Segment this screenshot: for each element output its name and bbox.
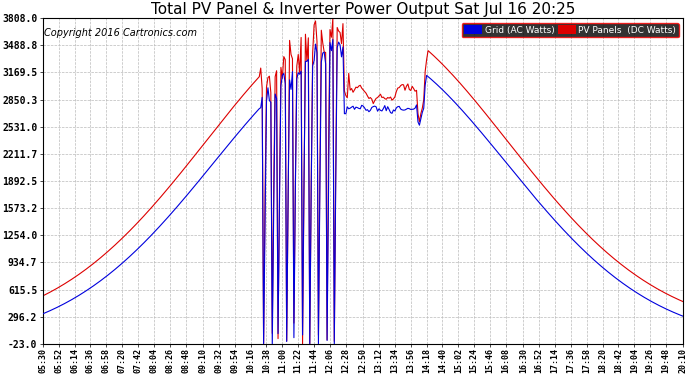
Text: Copyright 2016 Cartronics.com: Copyright 2016 Cartronics.com [44, 28, 197, 38]
Title: Total PV Panel & Inverter Power Output Sat Jul 16 20:25: Total PV Panel & Inverter Power Output S… [151, 2, 575, 17]
Legend: Grid (AC Watts), PV Panels  (DC Watts): Grid (AC Watts), PV Panels (DC Watts) [462, 23, 679, 37]
